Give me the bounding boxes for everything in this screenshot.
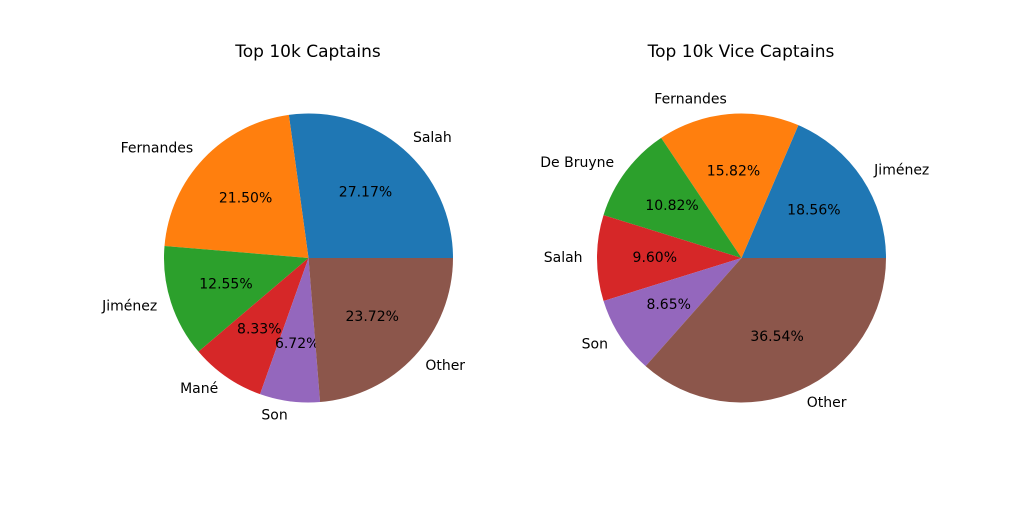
pie-percent-label-0-son: 6.72% xyxy=(275,336,319,352)
pie-slice-0-salah xyxy=(288,113,453,258)
pie-percent-label-0-salah: 27.17% xyxy=(339,185,392,201)
pie-slice-0-son xyxy=(260,258,321,403)
pie-percent-label-0-fernandes: 21.50% xyxy=(219,190,272,206)
pie-percent-label-1-de-bruyne: 10.82% xyxy=(645,198,698,214)
pie-label-1-jimenez: Jiménez xyxy=(873,162,929,178)
chart-title-vice-captains: Top 10k Vice Captains xyxy=(647,42,835,62)
pie-percent-label-1-son: 8.65% xyxy=(646,297,690,313)
pie-label-0-other: Other xyxy=(425,358,465,374)
pie-label-1-salah: Salah xyxy=(544,250,583,266)
pie-slice-1-fernandes xyxy=(661,113,799,259)
pie-percent-label-0-mane: 8.33% xyxy=(237,321,281,337)
pie-label-1-son: Son xyxy=(582,336,608,352)
pie-slice-0-other xyxy=(308,258,453,403)
pie-slice-1-jimenez xyxy=(741,125,886,259)
pie-label-0-mane: Mané xyxy=(180,381,218,397)
pie-slice-1-other xyxy=(645,258,886,403)
pie-label-0-son: Son xyxy=(261,408,287,424)
pie-label-1-de-bruyne: De Bruyne xyxy=(540,155,614,171)
pie-percent-label-0-other: 23.72% xyxy=(346,309,399,325)
pie-slice-1-son xyxy=(603,258,742,367)
pie-slice-1-salah xyxy=(597,215,742,301)
pie-slice-0-mane xyxy=(198,258,309,395)
pie-percent-label-1-salah: 9.60% xyxy=(633,250,677,266)
pie-percent-label-1-fernandes: 15.82% xyxy=(707,164,760,180)
pie-slice-0-fernandes xyxy=(164,114,309,258)
pie-label-1-fernandes: Fernandes xyxy=(654,92,727,108)
pie-percent-label-1-other: 36.54% xyxy=(750,329,803,345)
pie-percent-label-0-jimenez: 12.55% xyxy=(199,277,252,293)
pie-label-0-salah: Salah xyxy=(413,130,452,146)
pie-slice-1-de-bruyne xyxy=(603,137,742,258)
pie-label-1-other: Other xyxy=(807,395,847,411)
pie-slice-0-jimenez xyxy=(164,245,309,352)
pie-label-0-jimenez: Jiménez xyxy=(101,299,157,315)
chart-title-captains: Top 10k Captains xyxy=(234,42,381,62)
pie-percent-label-1-jimenez: 18.56% xyxy=(787,202,840,218)
pie-label-0-fernandes: Fernandes xyxy=(121,141,194,157)
